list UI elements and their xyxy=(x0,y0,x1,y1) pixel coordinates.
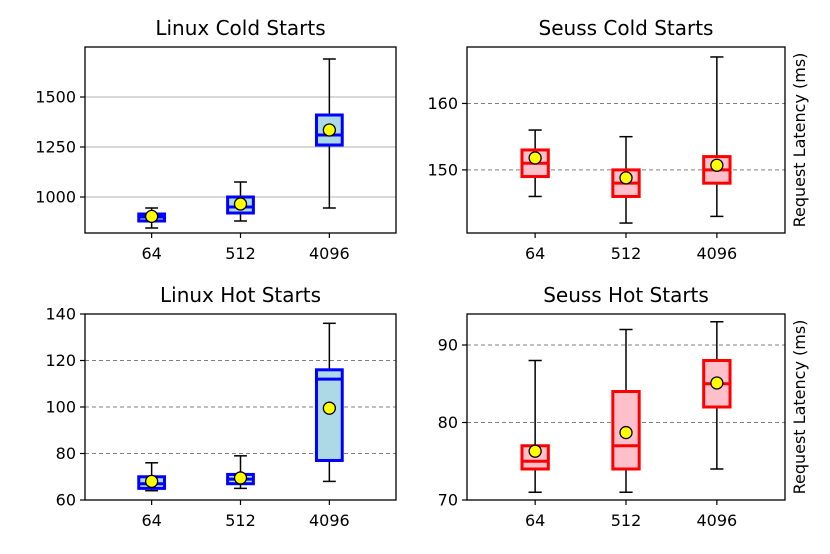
box-4096 xyxy=(314,322,344,483)
x-tick-label: 64 xyxy=(525,511,545,530)
box-512 xyxy=(226,455,255,490)
box-4096 xyxy=(702,56,732,218)
x-tick-label: 64 xyxy=(141,511,161,530)
y-tick-label: 70 xyxy=(438,491,458,510)
chart-panel-3: 60 80 100 120 140 64 512 4096 Linux Hot Starts xyxy=(45,283,397,530)
y-axis-label: Request Latency (ms) xyxy=(790,320,809,495)
x-tick-label: 64 xyxy=(141,244,161,263)
box-64 xyxy=(520,359,550,493)
mean-marker xyxy=(619,171,633,185)
mean-marker xyxy=(233,197,248,211)
box-iqr xyxy=(314,368,344,462)
mean-marker xyxy=(619,425,633,440)
box-512 xyxy=(226,181,255,222)
chart-panel-4: 70 80 90 64 512 4096 Seuss Hot Starts Request L… xyxy=(438,283,809,530)
mean-marker xyxy=(144,209,159,224)
y-tick-label: 90 xyxy=(438,336,458,355)
x-tick-label: 512 xyxy=(225,511,256,530)
box-4096 xyxy=(314,58,344,209)
mean-marker xyxy=(528,444,542,458)
box-512 xyxy=(611,328,641,493)
x-tick-label: 4096 xyxy=(309,244,350,263)
y-axis-label: Request Latency (ms) xyxy=(790,53,809,228)
mean-marker xyxy=(322,123,337,137)
box-iqr xyxy=(611,390,641,471)
box-4096 xyxy=(702,321,732,470)
y-tick-label: 150 xyxy=(427,160,458,179)
y-tick-label: 1250 xyxy=(35,138,76,157)
x-tick-label: 4096 xyxy=(309,511,350,530)
y-tick-label: 160 xyxy=(427,94,458,113)
mean-marker xyxy=(528,151,542,165)
y-tick-label: 1500 xyxy=(35,88,76,107)
box-64 xyxy=(137,207,167,229)
y-tick-label: 140 xyxy=(45,305,76,324)
x-tick-label: 64 xyxy=(525,244,545,263)
chart-panel-1: 1000 1250 1500 64 512 4096 Linux Cold Starts xyxy=(35,16,397,263)
y-tick-label: 120 xyxy=(45,351,76,370)
mean-marker xyxy=(710,376,724,390)
x-tick-label: 4096 xyxy=(696,244,737,263)
box-64 xyxy=(520,129,550,198)
mean-marker xyxy=(144,474,159,489)
mean-marker xyxy=(233,471,248,485)
x-tick-label: 4096 xyxy=(696,511,737,530)
box-512 xyxy=(611,135,641,224)
mean-marker xyxy=(710,158,724,172)
y-tick-label: 60 xyxy=(56,491,76,510)
chart-panel-2: 150 160 64 512 4096 Seuss Cold Starts Request … xyxy=(427,16,809,263)
x-tick-label: 512 xyxy=(611,511,642,530)
y-tick-label: 80 xyxy=(56,444,76,463)
box-64 xyxy=(137,462,167,492)
x-tick-label: 512 xyxy=(611,244,642,263)
chart-title: Linux Hot Starts xyxy=(160,283,321,307)
mean-marker xyxy=(322,401,337,415)
chart-title: Seuss Hot Starts xyxy=(543,283,709,307)
chart-title: Seuss Cold Starts xyxy=(539,16,714,40)
y-tick-label: 100 xyxy=(45,398,76,417)
y-tick-label: 1000 xyxy=(35,188,76,207)
y-tick-label: 80 xyxy=(438,413,458,432)
x-tick-label: 512 xyxy=(225,244,256,263)
chart-title: Linux Cold Starts xyxy=(155,16,325,40)
